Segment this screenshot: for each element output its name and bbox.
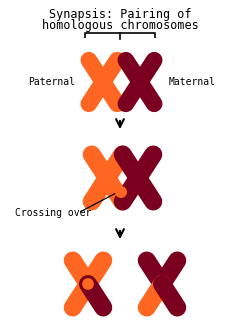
Text: Synapsis: Pairing of: Synapsis: Pairing of	[49, 8, 191, 21]
Circle shape	[132, 172, 144, 184]
Text: Maternal: Maternal	[168, 77, 216, 87]
Text: Crossing over: Crossing over	[15, 208, 91, 218]
Circle shape	[82, 278, 94, 290]
Text: homologous chromosomes: homologous chromosomes	[42, 19, 198, 32]
Text: Paternal: Paternal	[29, 77, 76, 87]
Circle shape	[115, 186, 127, 198]
Circle shape	[156, 278, 168, 290]
Circle shape	[135, 76, 145, 87]
Circle shape	[101, 172, 113, 184]
Circle shape	[98, 76, 108, 87]
